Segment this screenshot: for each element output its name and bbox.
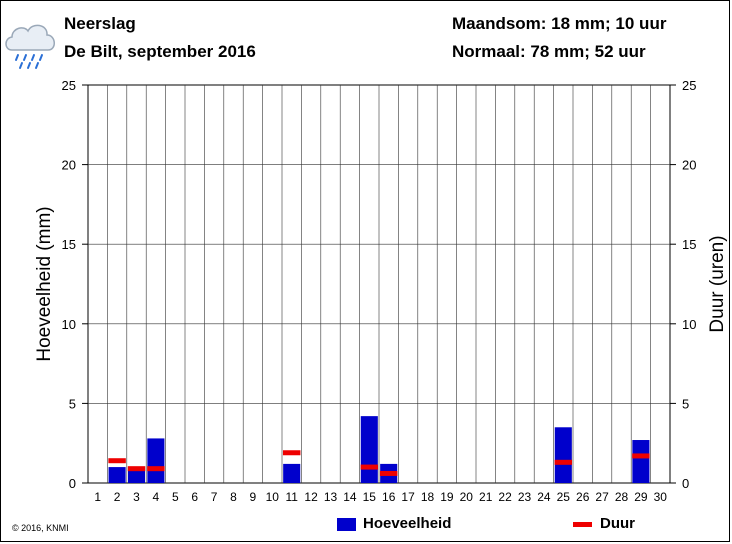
x-tick-label: 25 bbox=[557, 490, 571, 504]
normal-value: Normaal: 78 mm; 52 uur bbox=[452, 42, 646, 61]
x-tick-label: 5 bbox=[172, 490, 179, 504]
x-tick-label: 15 bbox=[363, 490, 377, 504]
y2-tick-label: 5 bbox=[682, 396, 689, 411]
legend-label-amount: Hoeveelheid bbox=[363, 515, 452, 532]
x-tick-label: 2 bbox=[114, 490, 121, 504]
x-tick-label: 23 bbox=[518, 490, 532, 504]
copyright: © 2016, KNMI bbox=[12, 523, 69, 533]
month-sum: Maandsom: 18 mm; 10 uur bbox=[452, 14, 667, 33]
legend-swatch-amount bbox=[337, 518, 356, 531]
x-tick-label: 8 bbox=[230, 490, 237, 504]
bar-amount bbox=[127, 468, 146, 483]
duration-marker bbox=[108, 458, 126, 464]
y-axis-label: Hoeveelheid (mm) bbox=[34, 206, 55, 361]
x-tick-label: 26 bbox=[576, 490, 590, 504]
x-tick-label: 11 bbox=[285, 490, 298, 504]
x-tick-label: 14 bbox=[343, 490, 357, 504]
x-tick-label: 21 bbox=[479, 490, 493, 504]
y2-tick-label: 10 bbox=[682, 317, 696, 332]
x-tick-label: 10 bbox=[266, 490, 280, 504]
duration-marker bbox=[282, 450, 301, 456]
x-tick-label: 20 bbox=[460, 490, 474, 504]
x-tick-label: 29 bbox=[634, 490, 648, 504]
chart-subtitle: De Bilt, september 2016 bbox=[64, 42, 256, 61]
y-tick-label: 25 bbox=[62, 78, 76, 93]
bar-amount bbox=[554, 427, 572, 483]
x-tick-label: 22 bbox=[498, 490, 512, 504]
y2-tick-label: 20 bbox=[682, 158, 696, 173]
bar-amount bbox=[632, 440, 650, 483]
y2-tick-label: 0 bbox=[682, 476, 689, 491]
bar-amount bbox=[283, 463, 301, 483]
y2-axis-label: Duur (uren) bbox=[707, 235, 728, 332]
duration-marker bbox=[360, 464, 379, 470]
duration-marker bbox=[554, 459, 573, 465]
x-tick-label: 7 bbox=[211, 490, 218, 504]
duration-marker bbox=[632, 453, 650, 459]
bar-amount bbox=[108, 467, 126, 483]
rain-cloud-icon bbox=[5, 24, 55, 69]
y-tick-label: 0 bbox=[69, 476, 76, 491]
x-tick-label: 28 bbox=[615, 490, 629, 504]
x-tick-label: 4 bbox=[153, 490, 160, 504]
x-tick-label: 9 bbox=[250, 490, 257, 504]
y-tick-label: 20 bbox=[62, 158, 76, 173]
x-tick-label: 6 bbox=[191, 490, 198, 504]
x-tick-label: 13 bbox=[324, 490, 338, 504]
bar-amount bbox=[147, 438, 165, 483]
x-tick-label: 24 bbox=[537, 490, 551, 504]
x-tick-label: 3 bbox=[133, 490, 140, 504]
duration-marker bbox=[127, 466, 146, 472]
x-tick-label: 17 bbox=[401, 490, 415, 504]
y2-tick-label: 15 bbox=[682, 237, 696, 252]
y-tick-label: 10 bbox=[62, 317, 76, 332]
chart-title: Neerslag bbox=[64, 14, 136, 33]
x-tick-label: 16 bbox=[382, 490, 396, 504]
duration-marker bbox=[379, 470, 398, 476]
x-tick-label: 27 bbox=[595, 490, 609, 504]
x-tick-label: 18 bbox=[421, 490, 435, 504]
bar-amount bbox=[360, 416, 378, 483]
x-tick-label: 30 bbox=[654, 490, 668, 504]
x-tick-label: 1 bbox=[94, 490, 101, 504]
y2-tick-label: 25 bbox=[682, 78, 696, 93]
duration-marker bbox=[147, 466, 165, 472]
x-tick-label: 12 bbox=[304, 490, 318, 504]
legend-label-duration: Duur bbox=[600, 515, 635, 532]
legend-swatch-duration bbox=[573, 522, 592, 527]
y-tick-label: 15 bbox=[62, 237, 76, 252]
y-tick-label: 5 bbox=[69, 396, 76, 411]
x-tick-label: 19 bbox=[440, 490, 454, 504]
